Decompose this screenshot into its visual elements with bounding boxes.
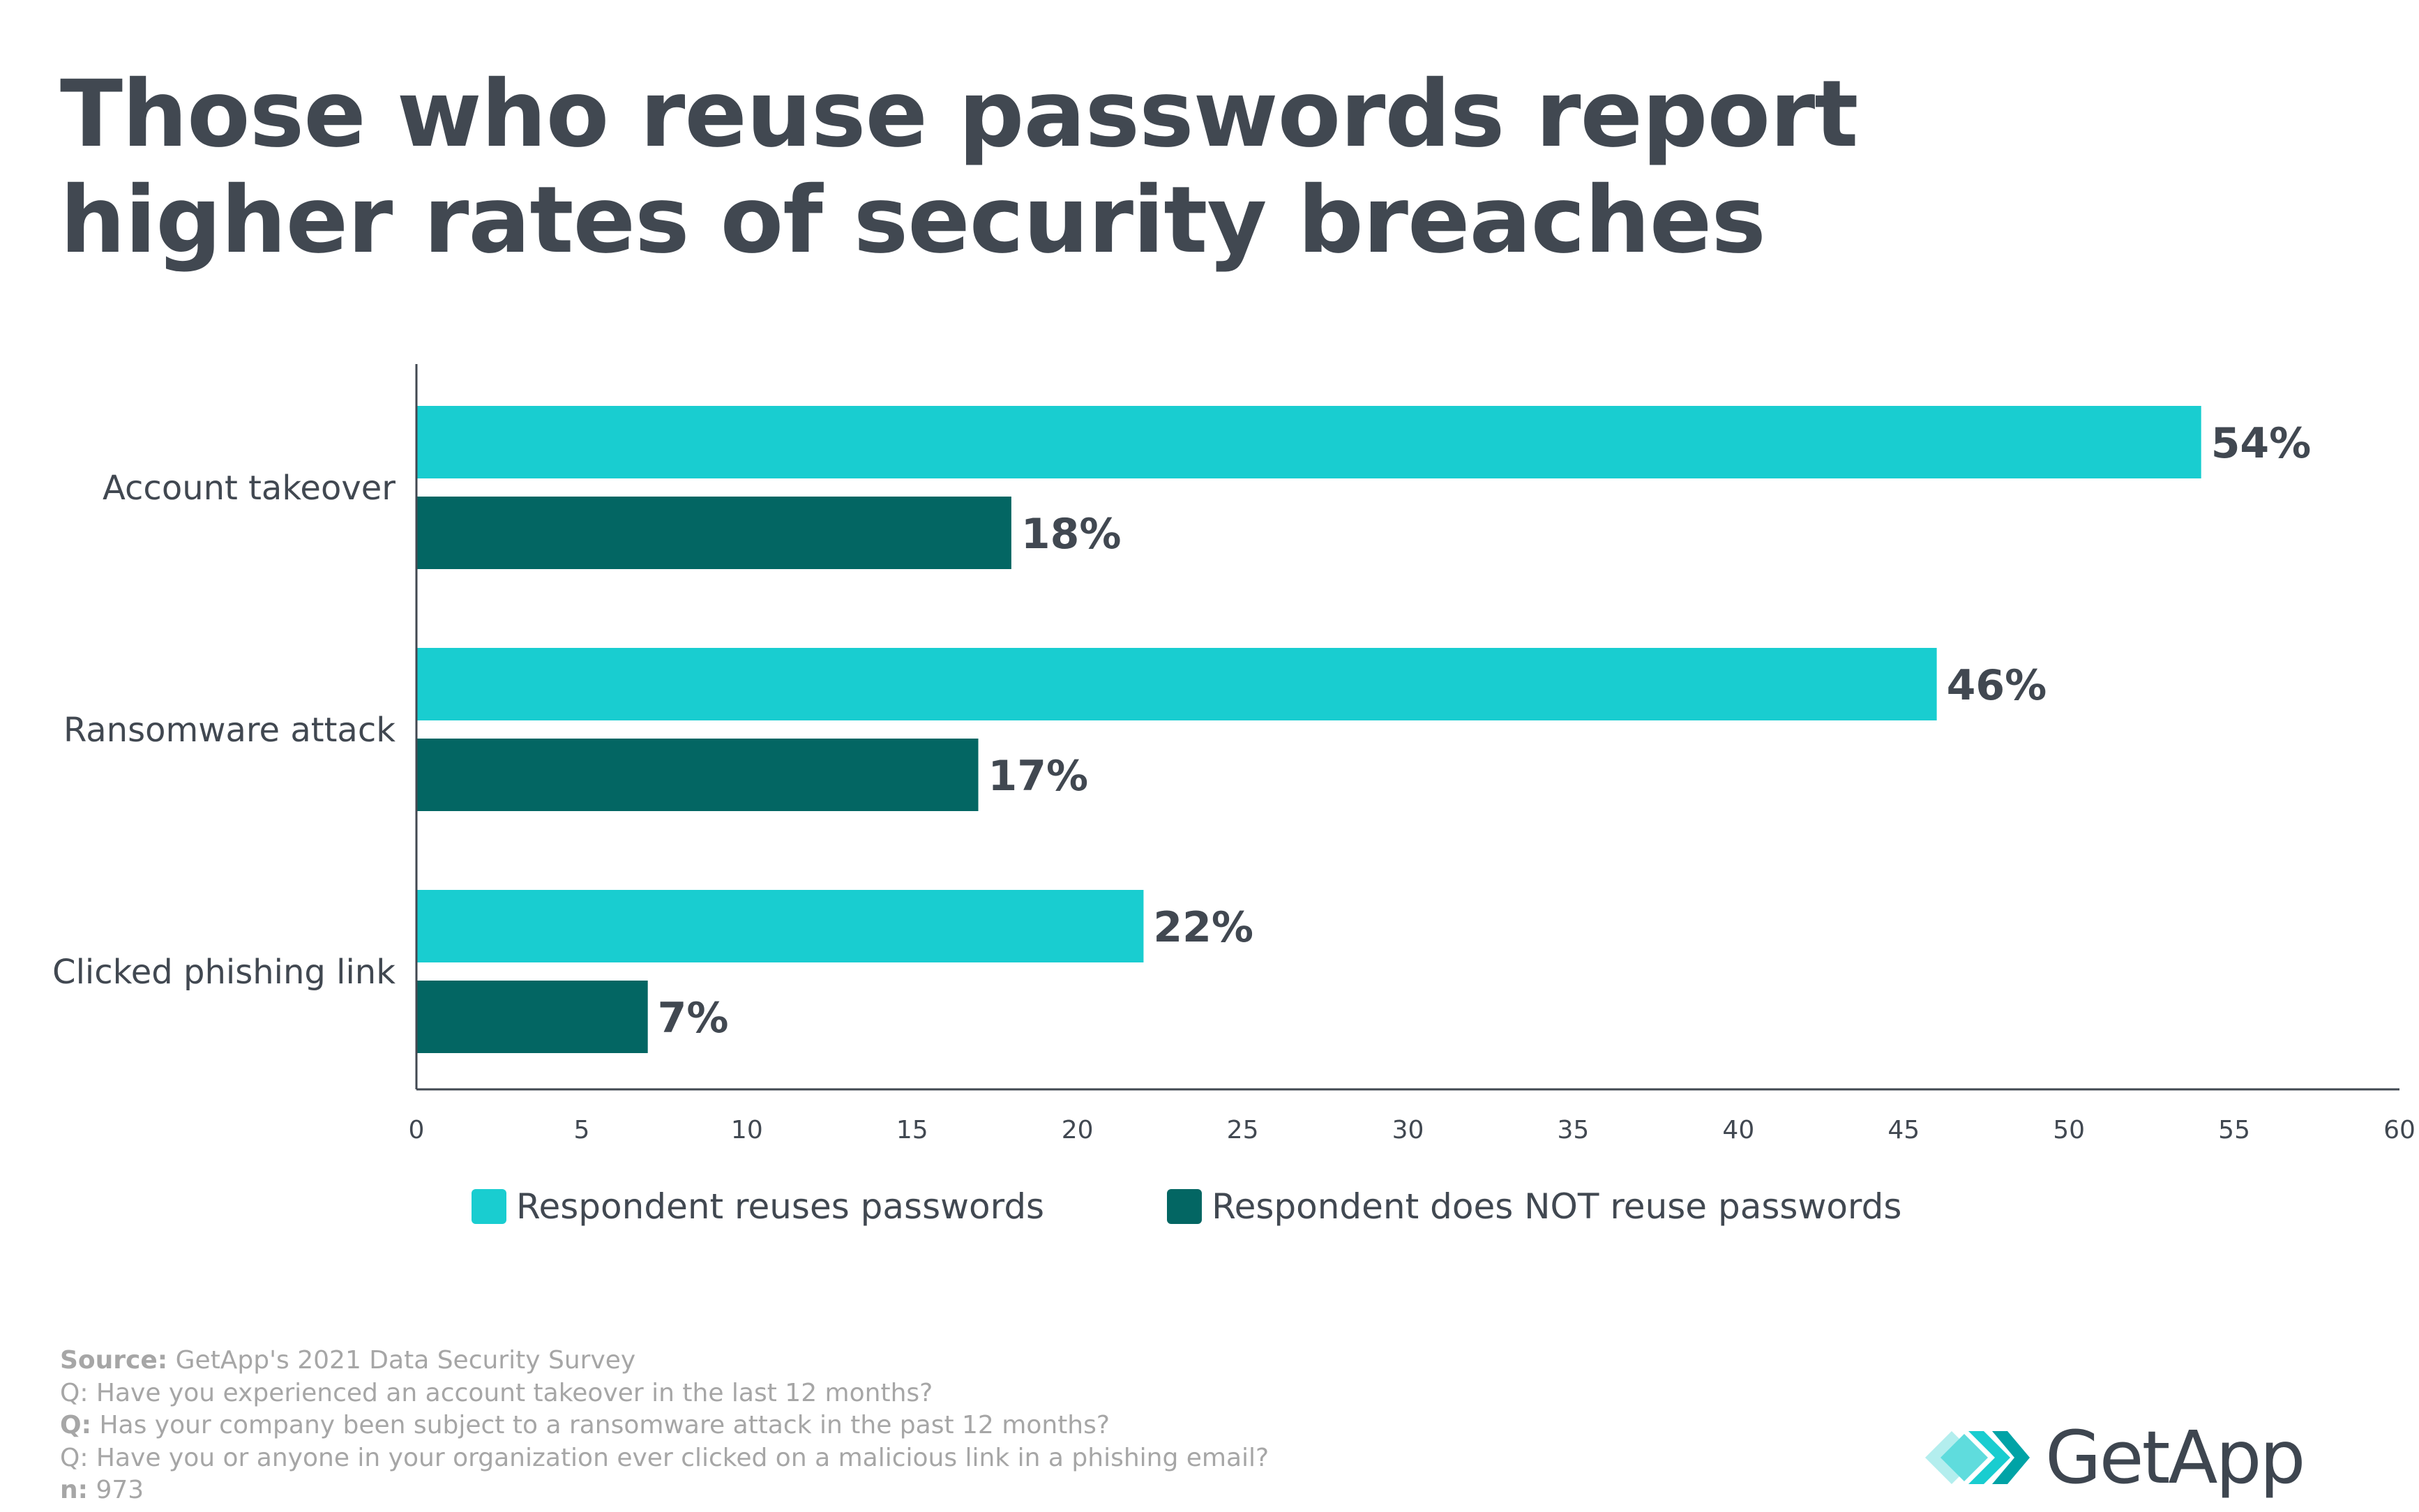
getapp-chevrons-icon: [1925, 1431, 2030, 1484]
category-label-clicked-phishing-link: Clicked phishing link: [52, 953, 395, 992]
x-tick-label: 60: [2383, 1116, 2416, 1144]
bar-ransomware-attack-not-reuse: [417, 739, 979, 811]
value-label-clicked-phishing-link-not-reuse: 7%: [658, 994, 729, 1043]
question-2-text: Has your company been subject to a ranso…: [91, 1411, 1110, 1439]
category-label-ransomware-attack: Ransomware attack: [63, 711, 395, 750]
bar-clicked-phishing-link-reuse: [417, 890, 1144, 962]
sample-size-text: 973: [88, 1476, 144, 1504]
x-tick-label: 25: [1227, 1116, 1259, 1144]
bar-clicked-phishing-link-not-reuse: [417, 981, 648, 1053]
chart-title-line-1: Those who reuse passwords report: [60, 61, 1858, 168]
source-text: GetApp's 2021 Data Security Survey: [167, 1346, 636, 1375]
source-line: Source: GetApp's 2021 Data Security Surv…: [60, 1345, 1269, 1377]
x-tick-label: 35: [1558, 1116, 1590, 1144]
x-tick-label: 45: [1887, 1116, 1920, 1144]
legend-label-not-reuse: Respondent does NOT reuse passwords: [1212, 1186, 1902, 1227]
x-tick-label: 20: [1062, 1116, 1094, 1144]
legend-item-not-reuse: Respondent does NOT reuse passwords: [1167, 1186, 1901, 1227]
question-1: Q: Have you experienced an account takeo…: [60, 1378, 933, 1407]
value-label-ransomware-attack-not-reuse: 17%: [988, 752, 1089, 801]
bar-chart: 0 5 10 15 20 25 30 35 40 45 50 55 60 Account takeover…: [52, 364, 2416, 1144]
chart-title-line-2: higher rates of security breaches: [60, 167, 1766, 274]
question-2-label: Q:: [60, 1411, 91, 1439]
chart-legend: Respondent reuses passwords Respondent d…: [472, 1186, 2024, 1227]
legend-label-reuse: Respondent reuses passwords: [516, 1186, 1045, 1227]
question-3: Q: Have you or anyone in your organizati…: [60, 1443, 1269, 1472]
x-tick-label: 55: [2218, 1116, 2250, 1144]
x-tick-label: 15: [896, 1116, 928, 1144]
category-label-account-takeover: Account takeover: [103, 469, 395, 508]
getapp-logo: GetApp: [1925, 1415, 2306, 1500]
sample-size-label: n:: [60, 1476, 89, 1504]
value-label-ransomware-attack-reuse: 46%: [1947, 661, 2047, 710]
legend-item-reuse: Respondent reuses passwords: [472, 1186, 1044, 1227]
value-label-account-takeover-not-reuse: 18%: [1021, 510, 1122, 559]
question-2-line: Q: Has your company been subject to a ra…: [60, 1409, 1269, 1442]
x-tick-label: 30: [1392, 1116, 1424, 1144]
value-label-clicked-phishing-link-reuse: 22%: [1153, 903, 1253, 952]
bar-ransomware-attack-reuse: [417, 648, 1937, 720]
plot-area: 0 5 10 15 20 25 30 35 40 45 50 55 60 Account takeover…: [52, 364, 2416, 1144]
x-tick-label: 0: [409, 1116, 425, 1144]
x-tick-label: 50: [2053, 1116, 2085, 1144]
value-label-account-takeover-reuse: 54%: [2211, 419, 2312, 468]
x-tick-label: 5: [573, 1116, 589, 1144]
bar-account-takeover-reuse: [417, 406, 2201, 478]
chart-footer: Source: GetApp's 2021 Data Security Surv…: [60, 1345, 1269, 1507]
source-label: Source:: [60, 1346, 168, 1375]
x-tick-label: 10: [731, 1116, 763, 1144]
sample-size-line: n: 973: [60, 1474, 1269, 1507]
legend-swatch-not-reuse: [1167, 1189, 1203, 1224]
chart-title: Those who reuse passwords report higher …: [60, 61, 2083, 273]
getapp-logo-text: GetApp: [2045, 1415, 2306, 1500]
legend-swatch-reuse: [472, 1189, 506, 1224]
x-tick-label: 40: [1722, 1116, 1754, 1144]
bar-account-takeover-not-reuse: [417, 497, 1011, 569]
